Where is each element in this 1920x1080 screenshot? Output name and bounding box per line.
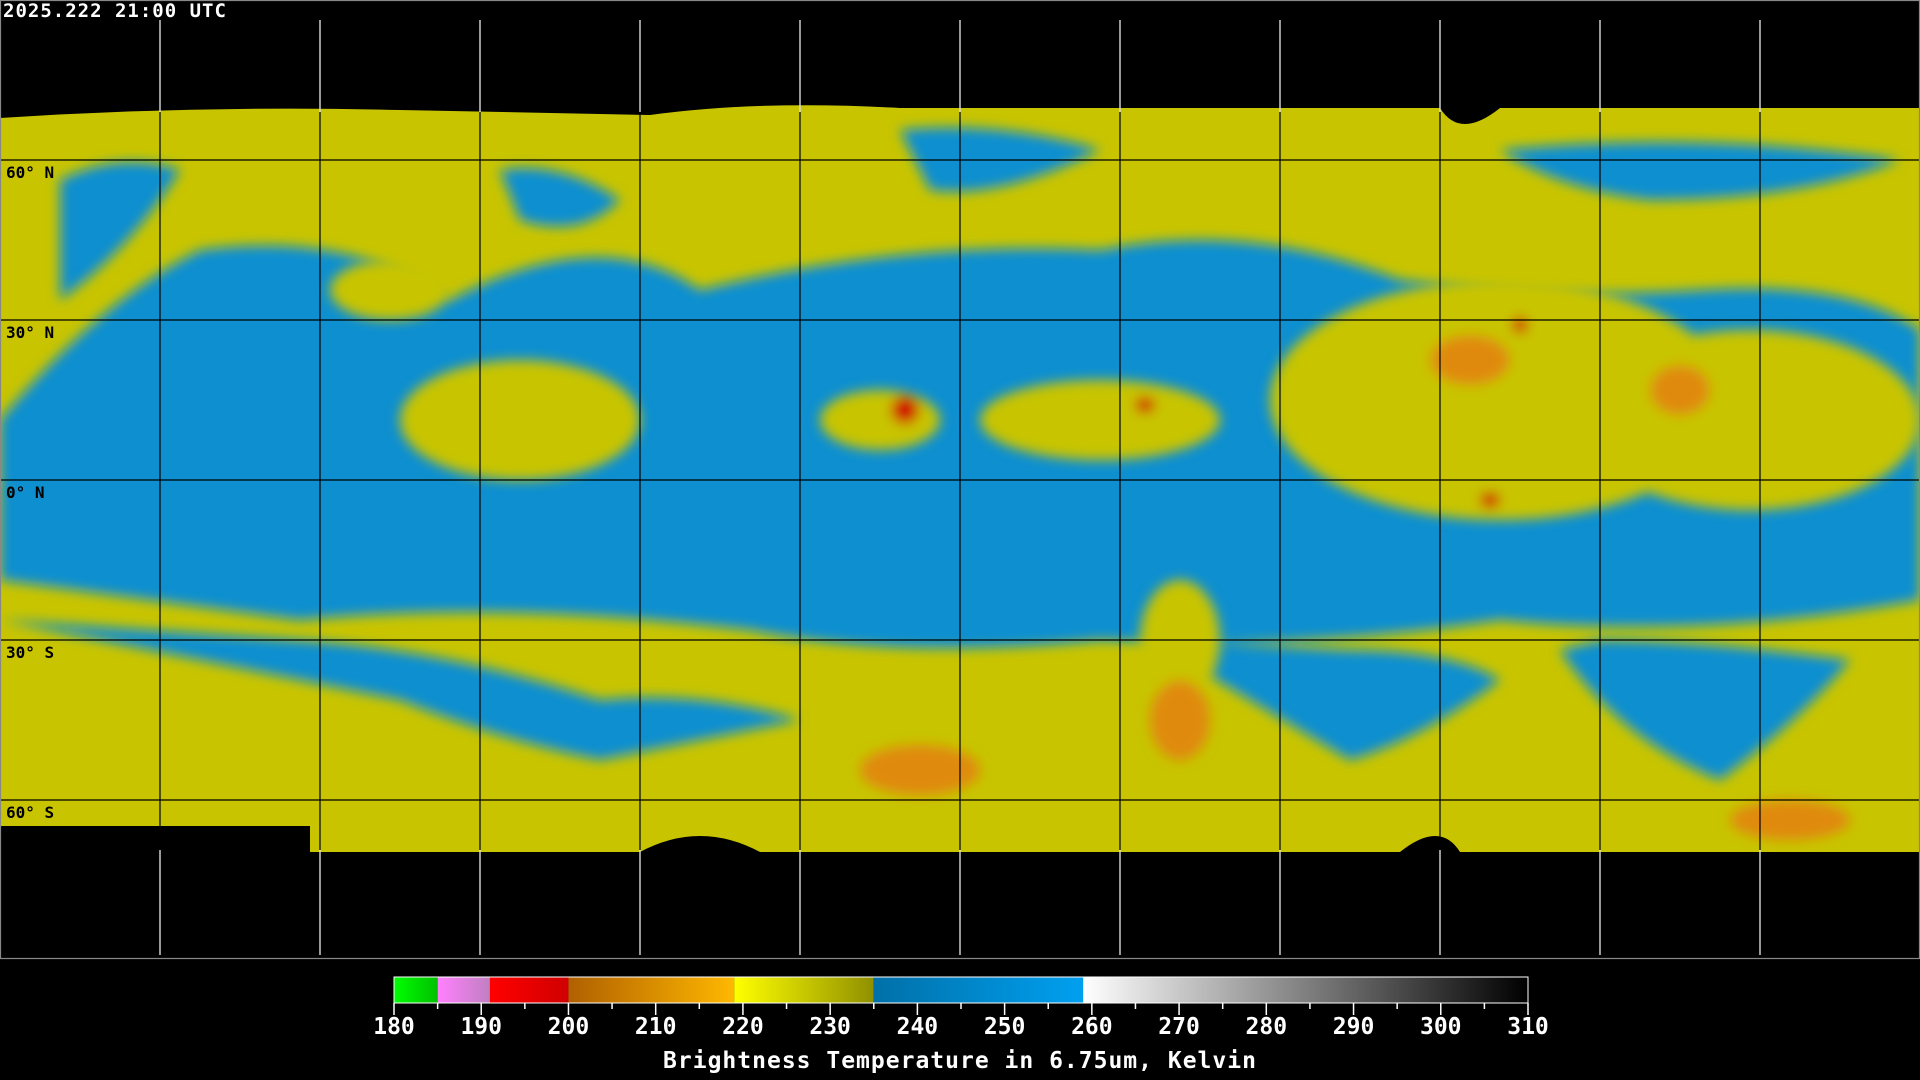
lat-label-60n: 60° N bbox=[6, 163, 55, 182]
lat-label-30s: 30° S bbox=[6, 643, 55, 662]
colorbar bbox=[393, 976, 1529, 1015]
colorbar-segment bbox=[1083, 977, 1528, 1003]
colorbar-tick-label: 270 bbox=[1158, 1014, 1200, 1040]
colorbar-tick-label: 230 bbox=[809, 1014, 851, 1040]
colorbar-segment bbox=[437, 977, 490, 1003]
colorbar-tick-label: 180 bbox=[373, 1014, 415, 1040]
colorbar-tick-label: 280 bbox=[1245, 1014, 1288, 1040]
lat-lon-grid bbox=[0, 0, 1920, 960]
colorbar-tick-label: 220 bbox=[722, 1014, 764, 1040]
colorbar-segment bbox=[394, 977, 438, 1003]
colorbar-tick-label: 310 bbox=[1507, 1014, 1549, 1040]
convective-clouds bbox=[330, 260, 1920, 840]
colorbar-tick-label: 200 bbox=[547, 1014, 590, 1040]
colorbar-tick-label: 190 bbox=[460, 1014, 502, 1040]
colorbar-tick-label: 260 bbox=[1071, 1014, 1113, 1040]
lat-label-30n: 30° N bbox=[6, 323, 55, 342]
water-vapor-map bbox=[0, 0, 1920, 960]
colorbar-tick-label: 290 bbox=[1332, 1014, 1375, 1040]
colorbar-segment bbox=[734, 977, 874, 1003]
colorbar-segment bbox=[489, 977, 569, 1003]
colorbar-title: Brightness Temperature in 6.75um, Kelvin bbox=[663, 1048, 1257, 1074]
colorbar-tick-label: 210 bbox=[634, 1014, 677, 1040]
colorbar-segment bbox=[873, 977, 1084, 1003]
colorbar-segment bbox=[568, 977, 735, 1003]
colorbar-tick-label: 300 bbox=[1419, 1014, 1462, 1040]
colorbar-tick-label: 240 bbox=[896, 1014, 939, 1040]
lat-label-60s: 60° S bbox=[6, 803, 55, 822]
lat-label-0n: 0° N bbox=[6, 483, 45, 502]
timestamp-title: 2025.222 21:00 UTC bbox=[3, 0, 227, 22]
colorbar-tick-label: 250 bbox=[983, 1014, 1026, 1040]
